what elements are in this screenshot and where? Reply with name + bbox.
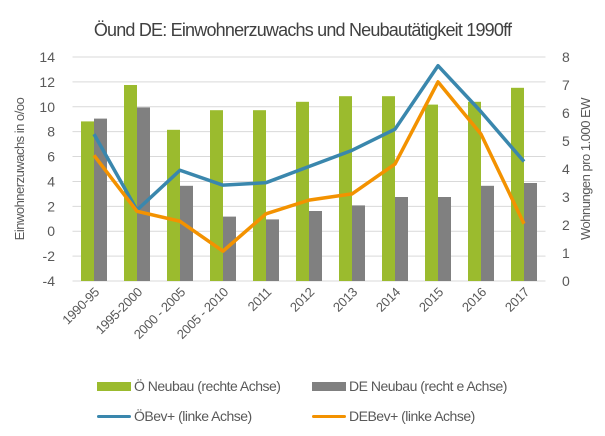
right-tick-label: 8 — [562, 49, 570, 65]
bar-de-neubau — [438, 197, 451, 281]
right-tick-label: 3 — [562, 189, 570, 205]
left-tick-label: 12 — [39, 74, 55, 90]
bar-de-neubau — [395, 197, 408, 281]
category-label: 2011 — [245, 284, 275, 314]
bar-de-neubau — [481, 185, 494, 281]
bar-de-neubau — [266, 219, 279, 281]
bar-de-neubau — [524, 183, 537, 281]
legend-item-de-neubau: DE Neubau (recht e Achse) — [312, 378, 507, 394]
category-label: 2014 — [373, 284, 403, 314]
category-label: 2013 — [330, 284, 360, 314]
bar-oe-neubau — [339, 96, 352, 281]
left-tick-label: 8 — [47, 124, 55, 140]
legend-label: Ö Neubau (rechte Achse) — [134, 378, 281, 394]
category-label: 2012 — [287, 284, 317, 314]
category-label: 2015 — [416, 284, 446, 314]
right-axis-label: Wohnungen pro 1.000 EW — [578, 97, 593, 240]
right-tick-label: 4 — [562, 161, 570, 177]
right-tick-label: 2 — [562, 217, 570, 233]
bar-de-neubau — [309, 211, 322, 281]
category-label: 1990-95 — [59, 284, 102, 327]
legend-swatch — [312, 381, 346, 391]
legend-swatch — [97, 381, 131, 391]
left-tick-label: 6 — [47, 149, 55, 165]
right-tick-label: 0 — [562, 273, 570, 289]
legend-label: DE Neubau (recht e Achse) — [349, 378, 507, 394]
bar-oe-neubau — [210, 110, 223, 281]
right-tick-label: 1 — [562, 245, 570, 261]
bar-de-neubau — [223, 216, 236, 281]
bar-de-neubau — [352, 205, 365, 281]
category-label: 2017 — [502, 284, 532, 314]
left-tick-label: 2 — [47, 198, 55, 214]
category-label: 2016 — [459, 284, 489, 314]
legend-swatch — [97, 414, 131, 418]
legend-item-oe-bev: ÖBev+ (linke Achse) — [97, 408, 252, 424]
bar-de-neubau — [137, 107, 150, 282]
left-tick-label: 4 — [47, 173, 55, 189]
bar-oe-neubau — [425, 104, 438, 281]
bar-de-neubau — [180, 185, 193, 281]
legend-label: DEBev+ (linke Achse) — [349, 408, 475, 424]
left-axis-label: Einwohnerzuwachs in o/oo — [12, 97, 27, 240]
bar-oe-neubau — [468, 101, 481, 281]
left-tick-label: -4 — [43, 273, 56, 289]
legend-item-oe-neubau: Ö Neubau (rechte Achse) — [97, 378, 281, 394]
chart-title: Öund DE: Einwohnerzuwachs und Neubautäti… — [93, 20, 512, 40]
left-tick-label: -2 — [43, 248, 56, 264]
bar-oe-neubau — [81, 121, 94, 282]
left-tick-label: 0 — [47, 223, 55, 239]
bar-oe-neubau — [124, 85, 137, 281]
left-tick-label: 10 — [39, 99, 55, 115]
right-tick-label: 6 — [562, 105, 570, 121]
bar-oe-neubau — [382, 96, 395, 281]
right-tick-label: 5 — [562, 133, 570, 149]
bar-oe-neubau — [253, 110, 266, 281]
bar-oe-neubau — [511, 87, 524, 281]
legend-swatch — [312, 414, 346, 418]
legend-label: ÖBev+ (linke Achse) — [134, 408, 252, 424]
bar-oe-neubau — [296, 101, 309, 281]
bar-oe-neubau — [167, 129, 180, 281]
right-tick-label: 7 — [562, 77, 570, 93]
legend-item-de-bev: DEBev+ (linke Achse) — [312, 408, 475, 424]
left-tick-label: 14 — [39, 49, 55, 65]
